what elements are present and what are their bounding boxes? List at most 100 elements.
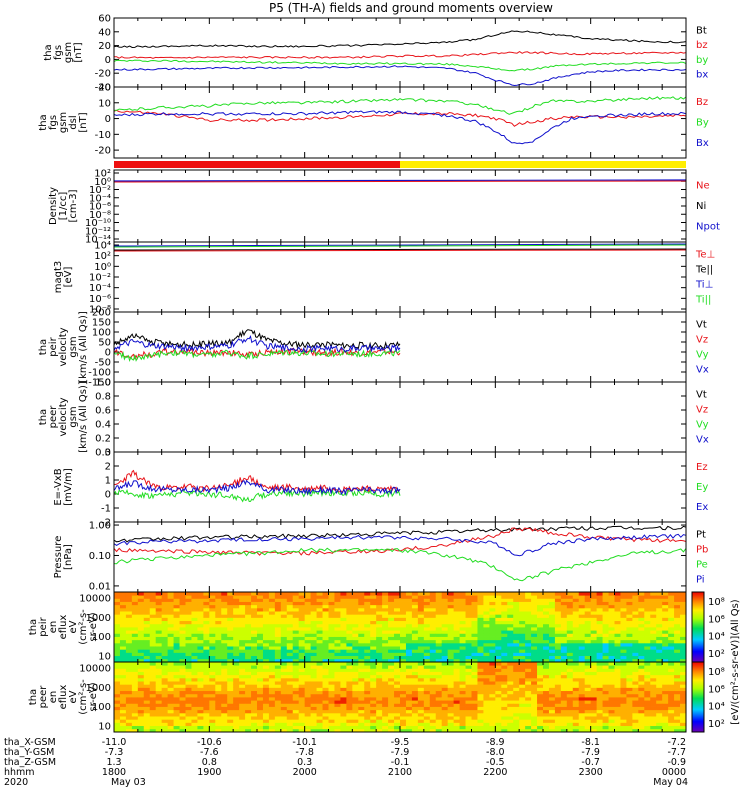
heatmap-cell (668, 607, 675, 612)
heatmap-cell (388, 627, 395, 631)
heatmap-cell (596, 595, 603, 599)
heatmap-cell (191, 642, 198, 647)
heatmap-cell (161, 636, 169, 641)
heatmap-cell (459, 665, 466, 669)
heatmap-cell (328, 668, 335, 672)
heatmap-cell (471, 601, 478, 606)
heatmap-cell (322, 703, 329, 707)
heatmap-cell (137, 706, 145, 711)
heatmap-cell (680, 646, 687, 650)
heatmap-cell (280, 725, 288, 730)
heatmap-cell (548, 728, 556, 733)
heatmap-cell (537, 604, 544, 609)
heatmap-cell (626, 620, 633, 625)
heatmap-cell (459, 725, 466, 730)
heatmap-cell (376, 655, 383, 660)
heatmap-cell (149, 655, 157, 660)
heatmap-cell (286, 639, 294, 644)
heatmap-cell (459, 627, 466, 631)
heatmap-cell (626, 627, 633, 631)
heatmap-cell (268, 627, 276, 631)
heatmap-cell (149, 665, 157, 669)
heatmap-cell (429, 690, 437, 695)
heatmap-cell (554, 674, 562, 679)
heatmap-cell (632, 639, 639, 644)
heatmap-cell (650, 658, 657, 663)
heatmap-cell (435, 646, 443, 650)
heatmap-cell (245, 674, 252, 679)
y-tick-label: -150 (88, 378, 111, 389)
heatmap-cell (453, 693, 460, 698)
heatmap-cell (233, 681, 240, 685)
heatmap-cell (429, 728, 437, 733)
heatmap-cell (543, 627, 550, 631)
heatmap-cell (596, 681, 603, 685)
heatmap-cell (143, 706, 151, 711)
heatmap-cell (179, 633, 186, 637)
heatmap-cell (417, 719, 425, 723)
heatmap-cell (286, 671, 294, 676)
heatmap-cell (537, 649, 544, 653)
heatmap-cell (435, 712, 443, 717)
heatmap-cell (507, 595, 514, 599)
heatmap-cell (262, 607, 270, 612)
heatmap-cell (554, 712, 562, 717)
heatmap-cell (161, 687, 169, 692)
heatmap-cell (376, 703, 383, 707)
heatmap-cell (346, 671, 353, 676)
heatmap-cell (346, 633, 353, 637)
heatmap-cell (590, 604, 598, 609)
heatmap-cell (286, 601, 294, 606)
heatmap-cell (364, 592, 371, 596)
heatmap-cell (620, 652, 627, 657)
heatmap-cell (578, 665, 586, 669)
heatmap-cell (656, 623, 663, 628)
heatmap-cell (370, 722, 377, 727)
heatmap-cell (119, 719, 127, 723)
heatmap-cell (638, 728, 645, 733)
heatmap-cell (239, 598, 246, 602)
heatmap-cell (149, 642, 157, 647)
heatmap-cell (340, 722, 347, 727)
heatmap-cell (185, 703, 192, 707)
heatmap-cell (513, 719, 520, 723)
heatmap-cell (525, 642, 532, 647)
heatmap-cell (334, 604, 341, 609)
heatmap-cell (215, 652, 222, 657)
heatmap-cell (143, 614, 151, 618)
heatmap-cell (632, 595, 639, 599)
heatmap-cell (215, 592, 222, 596)
heatmap-cell (483, 658, 490, 663)
heatmap-cell (566, 709, 574, 714)
heatmap-cell (292, 709, 300, 714)
heatmap-cell (298, 716, 306, 720)
heatmap-cell (221, 703, 228, 707)
heatmap-cell (364, 646, 371, 650)
heatmap-cell (602, 633, 609, 637)
heatmap-cell (489, 700, 496, 704)
heatmap-cell (149, 700, 157, 704)
heatmap-cell (119, 697, 127, 701)
heatmap-cell (316, 662, 323, 666)
heatmap-cell (572, 681, 580, 685)
heatmap-cell (507, 681, 514, 685)
heatmap-cell (346, 623, 353, 628)
heatmap-cell (477, 706, 484, 711)
heatmap-cell (584, 607, 592, 612)
heatmap-cell (608, 687, 615, 692)
heatmap-cell (125, 674, 133, 679)
heatmap-cell (519, 719, 526, 723)
heatmap-cell (245, 604, 252, 609)
heatmap-cell (382, 668, 389, 672)
heatmap-cell (459, 728, 466, 733)
heatmap-cell (203, 639, 210, 644)
heatmap-cell (328, 712, 335, 717)
heatmap-cell (370, 690, 377, 695)
heatmap-cell (280, 722, 288, 727)
heatmap-cell (638, 633, 645, 637)
heatmap-cell (584, 630, 592, 634)
heatmap-cell (471, 614, 478, 618)
heatmap-cell (286, 617, 294, 622)
heatmap-cell (662, 703, 669, 707)
heatmap-cell (417, 595, 425, 599)
